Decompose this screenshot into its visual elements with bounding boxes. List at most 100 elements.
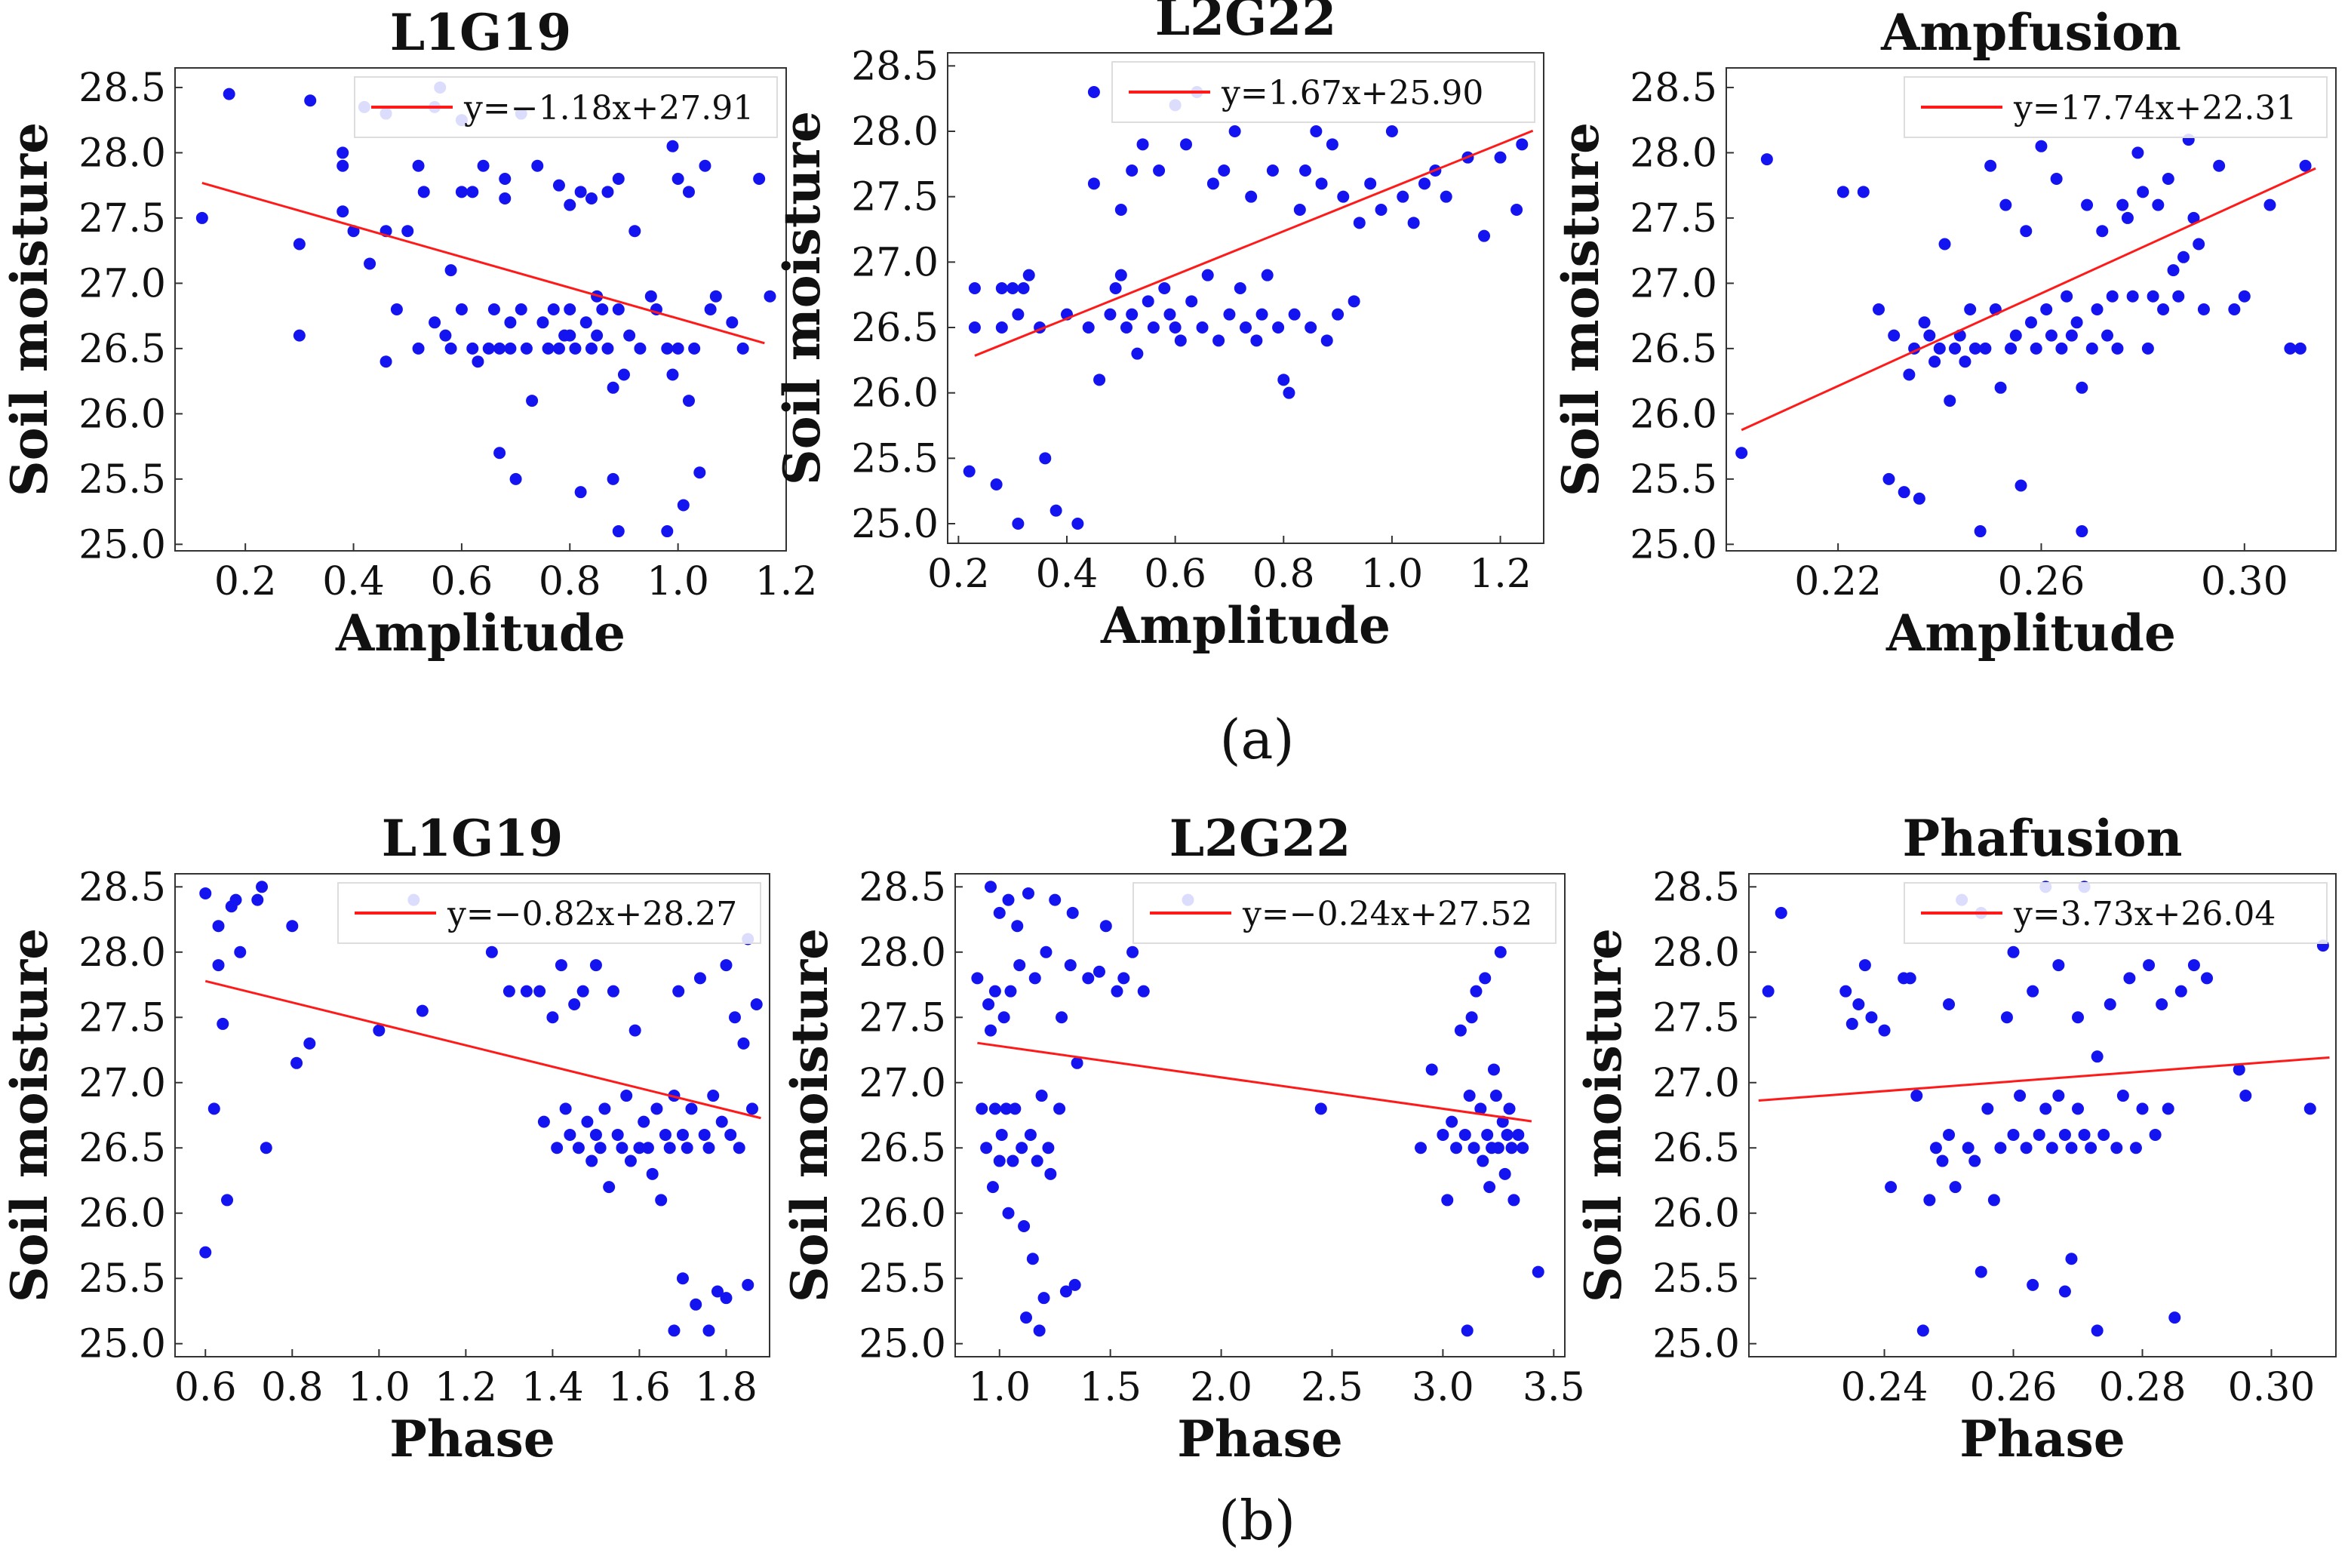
data-point bbox=[1142, 295, 1154, 308]
chart-title: Ampfusion bbox=[1880, 3, 2181, 62]
data-point bbox=[1858, 959, 1871, 972]
regression-line bbox=[1758, 1056, 2330, 1102]
data-point bbox=[702, 1324, 715, 1337]
y-tick-label: 28.5 bbox=[78, 865, 166, 910]
data-point bbox=[1093, 965, 1105, 978]
data-point bbox=[1440, 190, 1452, 203]
chart-title: L2G22 bbox=[1169, 809, 1351, 868]
data-point bbox=[199, 887, 212, 899]
data-point bbox=[401, 225, 414, 238]
y-tick-label: 28.0 bbox=[78, 930, 166, 976]
data-point bbox=[2030, 342, 2042, 355]
data-point bbox=[671, 342, 684, 355]
data-point bbox=[624, 1154, 637, 1167]
data-point bbox=[1136, 138, 1149, 151]
data-point bbox=[693, 466, 706, 479]
data-point bbox=[552, 179, 565, 192]
data-point bbox=[1450, 1142, 1463, 1154]
x-axis-label: Phase bbox=[1177, 1410, 1343, 1468]
data-point bbox=[1022, 887, 1034, 899]
x-tick-label: 3.0 bbox=[1412, 1365, 1474, 1410]
data-point bbox=[547, 303, 560, 315]
data-point bbox=[1968, 1154, 1981, 1167]
data-point bbox=[688, 342, 701, 355]
data-point bbox=[1305, 321, 1317, 334]
data-point bbox=[685, 1102, 698, 1115]
data-point bbox=[2137, 186, 2150, 198]
data-point bbox=[2050, 173, 2063, 186]
panel-label-b: (b) bbox=[1219, 1489, 1295, 1552]
data-point bbox=[709, 290, 722, 303]
data-point bbox=[612, 173, 625, 186]
chart-title: L1G19 bbox=[382, 809, 564, 868]
data-point bbox=[455, 303, 468, 315]
data-point bbox=[1066, 906, 1079, 919]
data-point bbox=[304, 94, 317, 107]
data-point bbox=[293, 329, 306, 342]
data-point bbox=[1174, 334, 1187, 347]
data-point bbox=[693, 972, 706, 985]
data-point bbox=[1910, 1090, 1923, 1102]
data-point bbox=[1474, 1102, 1487, 1115]
data-point bbox=[2078, 1128, 2091, 1141]
data-point bbox=[1000, 1102, 1013, 1115]
data-point bbox=[1936, 1154, 1949, 1167]
data-point bbox=[985, 881, 997, 893]
data-point bbox=[1109, 282, 1122, 294]
data-point bbox=[2007, 945, 2020, 958]
data-point bbox=[1878, 1024, 1891, 1037]
data-point bbox=[1494, 945, 1507, 958]
x-tick-label: 0.6 bbox=[1144, 552, 1206, 597]
data-point bbox=[1012, 518, 1025, 530]
data-point bbox=[439, 329, 452, 342]
data-point bbox=[1153, 164, 1166, 177]
data-point bbox=[1293, 204, 1306, 216]
data-point bbox=[985, 1024, 997, 1037]
data-point bbox=[585, 342, 598, 355]
data-point bbox=[1147, 321, 1160, 334]
x-tick-label: 1.0 bbox=[968, 1365, 1031, 1410]
data-point bbox=[2027, 1278, 2039, 1291]
data-point bbox=[1959, 355, 1971, 368]
data-point bbox=[607, 985, 619, 998]
data-point bbox=[2104, 998, 2116, 1010]
data-point bbox=[690, 1298, 702, 1311]
data-point bbox=[650, 1102, 663, 1115]
y-tick-label: 28.5 bbox=[851, 44, 939, 89]
data-point bbox=[2116, 1090, 2129, 1102]
data-point bbox=[1126, 164, 1139, 177]
data-point bbox=[1463, 1090, 1476, 1102]
data-point bbox=[616, 1142, 628, 1154]
data-point bbox=[1974, 525, 1987, 538]
data-point bbox=[2101, 329, 2113, 342]
data-point bbox=[661, 525, 674, 538]
y-tick-label: 27.5 bbox=[78, 995, 166, 1041]
data-point bbox=[493, 342, 506, 355]
data-point bbox=[1035, 1090, 1048, 1102]
data-point bbox=[1037, 1292, 1050, 1305]
data-point bbox=[1261, 269, 1274, 281]
data-point bbox=[1087, 177, 1100, 190]
chart-b2: L2G22 1.0 1.5 2.0 2.5 3.0 3.5 25.0 25.5 26.0 26.5 2… bbox=[780, 809, 1585, 1468]
data-point bbox=[1481, 1128, 1494, 1141]
data-point bbox=[1494, 151, 1507, 164]
data-point bbox=[672, 985, 685, 998]
data-point bbox=[1929, 1142, 1942, 1154]
x-axis-label: Amplitude bbox=[1100, 596, 1391, 655]
data-point bbox=[526, 395, 539, 407]
data-point bbox=[1120, 321, 1132, 334]
data-point bbox=[416, 1004, 429, 1017]
data-point bbox=[552, 342, 565, 355]
data-point bbox=[2065, 1142, 2078, 1154]
legend-label: y=1.67x+25.90 bbox=[1221, 74, 1483, 112]
x-tick-label: 0.2 bbox=[927, 552, 990, 597]
data-point bbox=[551, 1142, 564, 1154]
data-point bbox=[1407, 217, 1420, 229]
data-point bbox=[1375, 204, 1388, 216]
data-point bbox=[995, 282, 1008, 294]
data-point bbox=[1006, 1154, 1019, 1167]
data-point bbox=[1943, 1128, 1956, 1141]
legend-label: y=−0.24x+27.52 bbox=[1242, 895, 1532, 933]
data-point bbox=[1999, 198, 2012, 211]
y-tick-label: 25.0 bbox=[78, 522, 166, 567]
